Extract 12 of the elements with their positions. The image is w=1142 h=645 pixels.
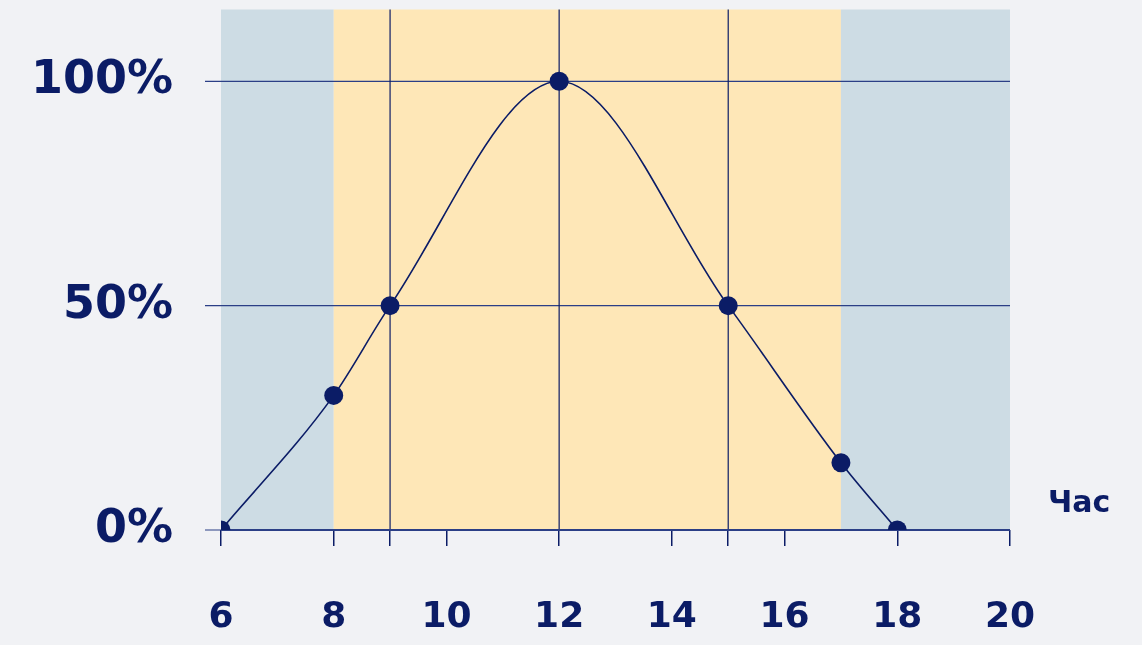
x-tick-label: 20 <box>984 593 1036 635</box>
x-tick-label: 6 <box>208 593 234 635</box>
x-tick-label: 18 <box>872 593 923 635</box>
x-tick-label: 10 <box>421 593 472 635</box>
y-tick-label: 100% <box>30 50 173 105</box>
x-tick-label: 8 <box>321 593 347 635</box>
x-tick-label: 14 <box>646 593 697 635</box>
x-tick-label: 12 <box>534 593 585 635</box>
y-tick-label: 0% <box>94 498 173 553</box>
y-tick-label: 50% <box>62 274 173 329</box>
x-tick-label: 16 <box>759 593 810 635</box>
x-axis-title: Час <box>1048 484 1111 519</box>
